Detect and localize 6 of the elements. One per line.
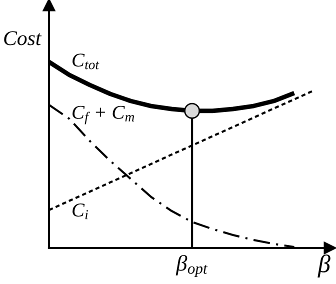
y-axis-title: Cost	[4, 31, 42, 46]
series-label: C$_{f}$ + C$_{m}$	[72, 106, 134, 124]
series-label: C$_{tot}$	[72, 54, 100, 70]
x-axis-title: β	[318, 254, 330, 278]
series-label: C$_{i}$	[72, 204, 88, 220]
text: β$_{opt}$	[176, 254, 208, 277]
